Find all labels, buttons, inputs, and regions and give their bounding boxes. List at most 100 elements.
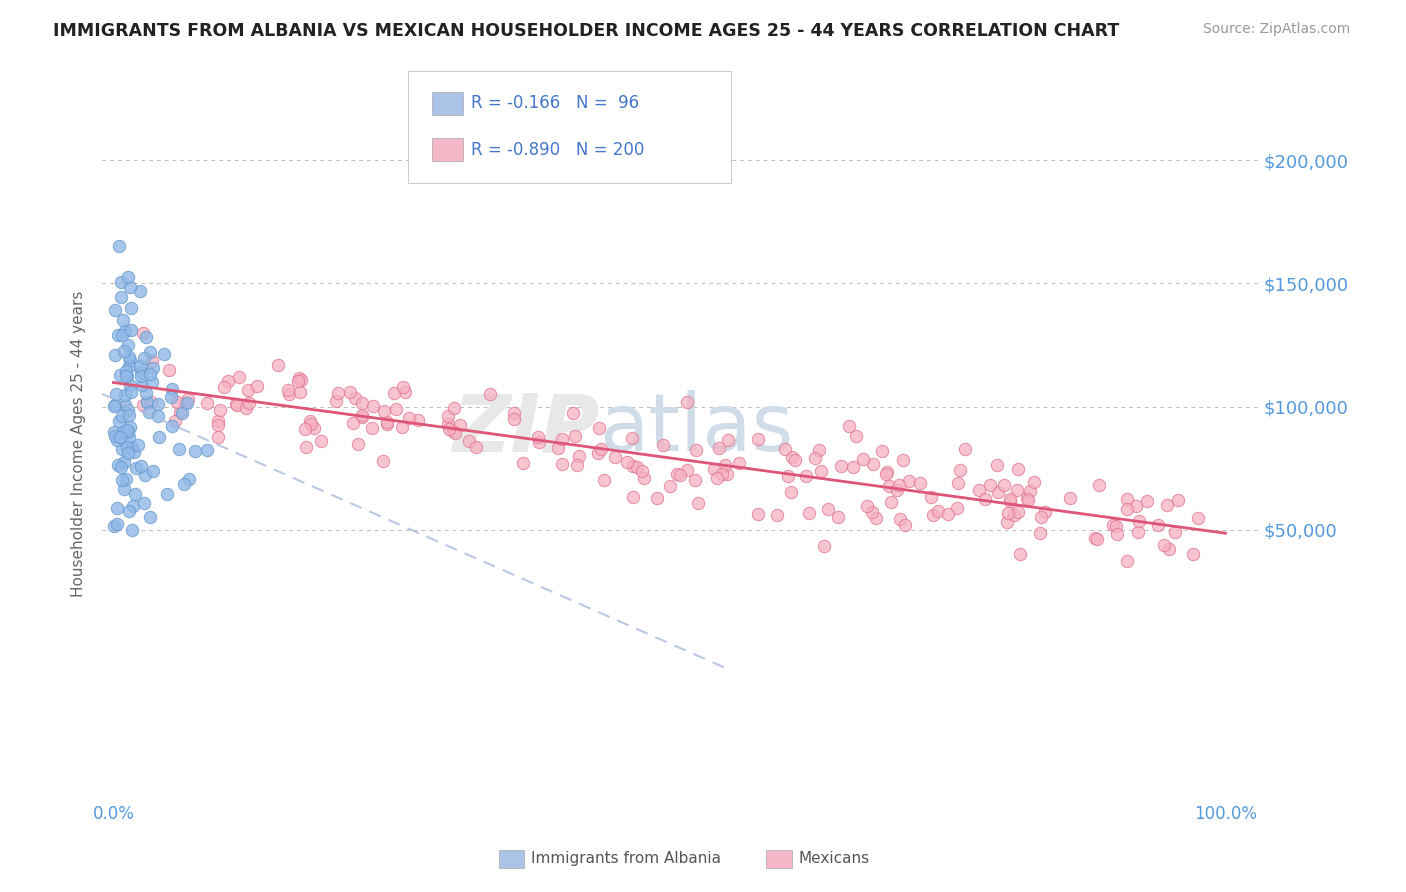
- Point: [141, 375, 163, 389]
- Point: [214, 380, 236, 394]
- Point: [877, 479, 900, 493]
- Point: [277, 383, 299, 397]
- Point: [167, 442, 190, 456]
- Point: [633, 470, 655, 484]
- Point: [118, 504, 141, 518]
- Point: [886, 483, 908, 497]
- Point: [104, 348, 127, 362]
- Point: [685, 473, 707, 487]
- Point: [707, 442, 730, 456]
- Point: [118, 430, 141, 444]
- Point: [391, 420, 413, 434]
- Point: [936, 507, 959, 521]
- Point: [179, 471, 201, 485]
- Point: [1018, 484, 1040, 499]
- Point: [343, 391, 366, 405]
- Point: [207, 430, 229, 444]
- Point: [897, 474, 920, 488]
- Point: [267, 358, 290, 372]
- Point: [717, 434, 740, 448]
- Point: [111, 425, 134, 440]
- Point: [953, 442, 976, 457]
- Point: [974, 491, 997, 506]
- Point: [593, 473, 616, 487]
- Point: [134, 468, 156, 483]
- Point: [104, 429, 127, 443]
- Point: [870, 444, 893, 458]
- Point: [437, 422, 460, 436]
- Text: Source: ZipAtlas.com: Source: ZipAtlas.com: [1202, 22, 1350, 37]
- Point: [987, 485, 1010, 500]
- Point: [652, 437, 675, 451]
- Point: [228, 370, 250, 384]
- Point: [551, 432, 574, 446]
- Point: [946, 500, 969, 515]
- Point: [1015, 491, 1038, 505]
- Point: [131, 378, 153, 392]
- Point: [120, 419, 142, 434]
- Point: [1007, 462, 1029, 476]
- Point: [880, 494, 903, 508]
- Point: [527, 430, 550, 444]
- Point: [889, 512, 911, 526]
- Point: [173, 477, 195, 491]
- Point: [105, 500, 128, 515]
- Y-axis label: Householder Income Ages 25 - 44 years: Householder Income Ages 25 - 44 years: [72, 290, 86, 597]
- Point: [115, 423, 138, 437]
- Point: [616, 455, 638, 469]
- Point: [131, 369, 153, 384]
- Point: [108, 368, 131, 382]
- Point: [838, 419, 860, 434]
- Point: [568, 450, 591, 464]
- Point: [112, 455, 135, 469]
- Point: [1007, 505, 1029, 519]
- Point: [117, 425, 139, 439]
- Point: [352, 409, 374, 423]
- Point: [105, 517, 128, 532]
- Point: [747, 433, 769, 447]
- Point: [103, 399, 125, 413]
- Point: [603, 450, 626, 465]
- Point: [110, 290, 132, 304]
- Point: [626, 460, 648, 475]
- Point: [108, 430, 131, 444]
- Point: [346, 437, 368, 451]
- Point: [443, 401, 465, 415]
- Point: [862, 458, 884, 472]
- Point: [163, 414, 186, 428]
- Point: [1115, 502, 1137, 516]
- Point: [686, 496, 709, 510]
- Point: [117, 403, 139, 417]
- Point: [747, 507, 769, 521]
- Point: [998, 494, 1021, 508]
- Point: [392, 379, 415, 393]
- Point: [195, 396, 218, 410]
- Point: [135, 330, 157, 344]
- Point: [103, 519, 125, 533]
- Point: [1102, 518, 1125, 533]
- Point: [621, 490, 644, 504]
- Point: [478, 386, 501, 401]
- Point: [1159, 541, 1181, 556]
- Point: [927, 504, 949, 518]
- Point: [564, 429, 586, 443]
- Text: R = -0.166   N =  96: R = -0.166 N = 96: [471, 95, 640, 112]
- Point: [288, 371, 311, 385]
- Point: [817, 501, 839, 516]
- Point: [1156, 498, 1178, 512]
- Point: [290, 373, 312, 387]
- Point: [503, 406, 526, 420]
- Point: [852, 451, 875, 466]
- Point: [860, 505, 883, 519]
- Point: [117, 350, 139, 364]
- Point: [436, 417, 458, 431]
- Point: [238, 395, 260, 409]
- Point: [1164, 524, 1187, 539]
- Point: [160, 390, 183, 404]
- Point: [195, 442, 218, 457]
- Point: [207, 414, 229, 428]
- Point: [146, 397, 169, 411]
- Point: [207, 417, 229, 432]
- Point: [995, 515, 1018, 529]
- Point: [288, 384, 311, 399]
